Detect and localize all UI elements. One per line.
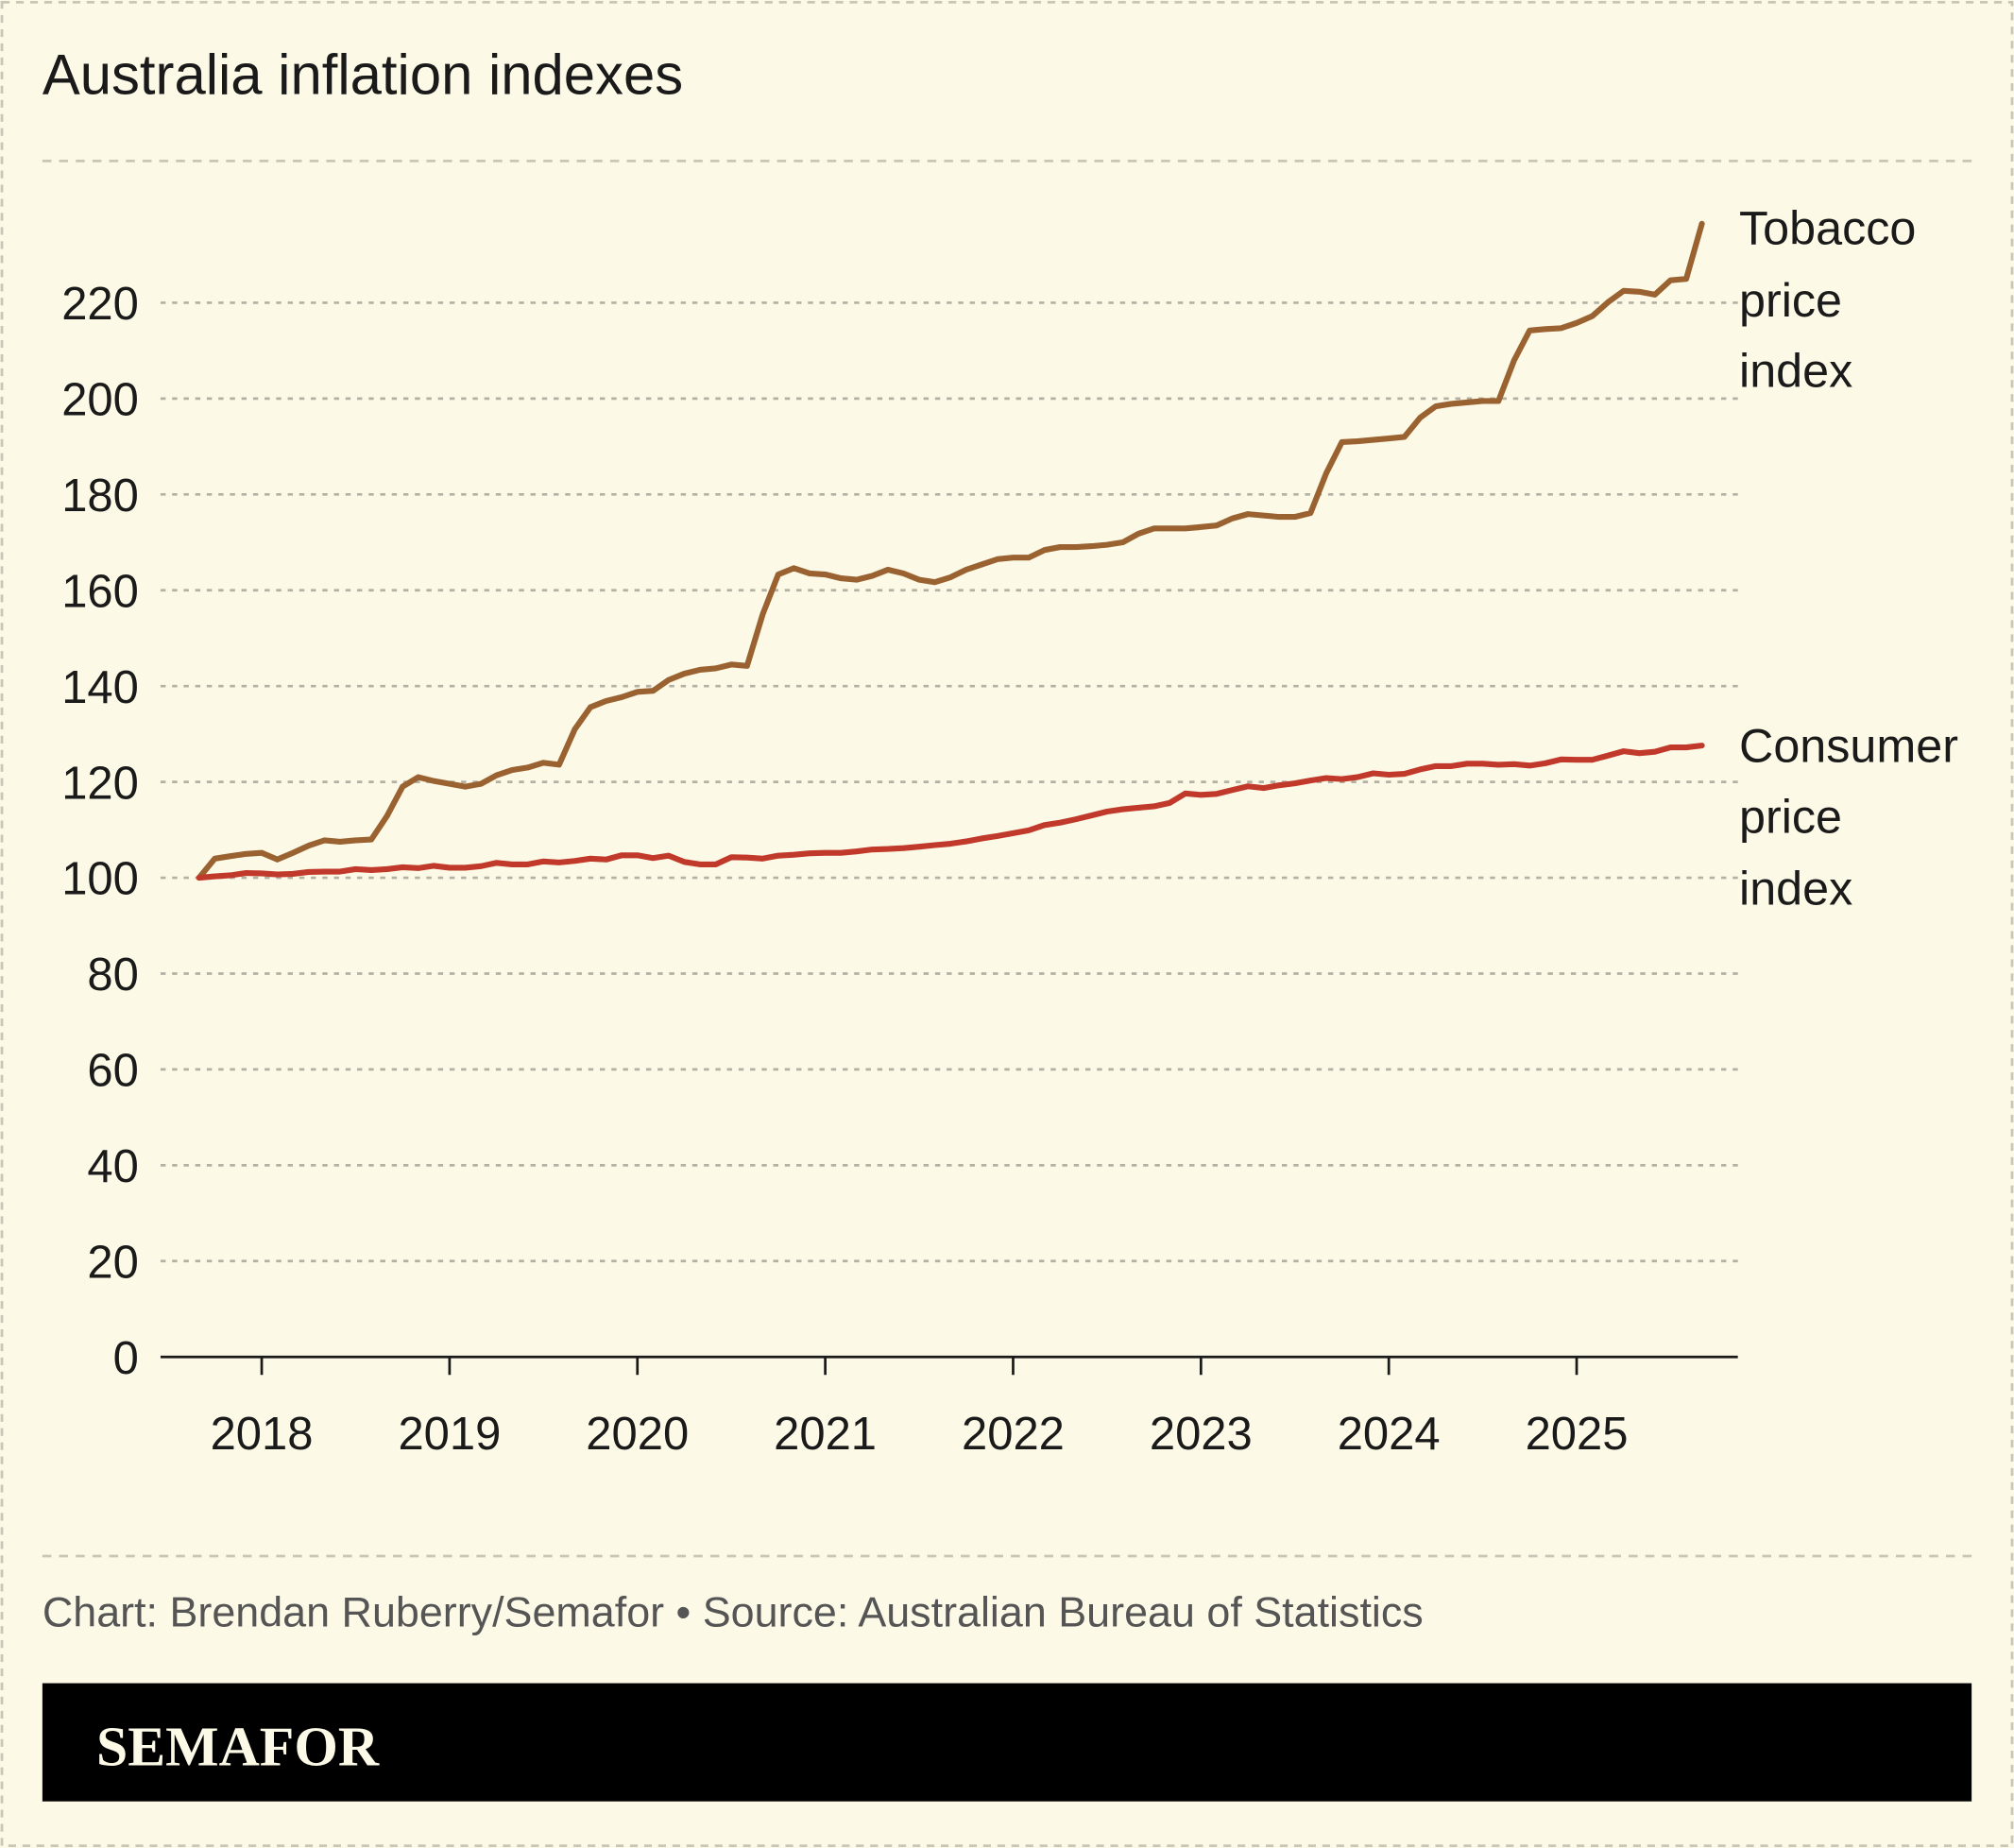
brand-bar — [42, 1683, 1972, 1802]
x-tick-label: 2021 — [774, 1409, 877, 1460]
series-label: index — [1739, 862, 1852, 915]
series-label: price — [1739, 273, 1842, 327]
y-tick-label: 180 — [61, 471, 139, 522]
grid — [160, 301, 1738, 1263]
y-tick-label: 60 — [87, 1046, 138, 1097]
series-lines — [196, 220, 1705, 881]
series-label: price — [1739, 789, 1842, 843]
y-axis: 0 20 40 60 80 100 120 140 160 180 200 220 — [61, 279, 139, 1384]
x-axis: 2018 2019 2020 2021 2022 2023 2024 2025 — [211, 1357, 1629, 1460]
x-tick-label: 2020 — [586, 1409, 689, 1460]
y-tick-label: 20 — [87, 1237, 138, 1288]
series-label: Tobacco — [1739, 201, 1916, 255]
series-label: Consumer — [1739, 719, 1958, 773]
series-line-cpi — [196, 743, 1705, 881]
y-tick-label: 220 — [61, 279, 139, 330]
y-tick-label: 200 — [61, 375, 139, 426]
y-tick-label: 40 — [87, 1141, 138, 1192]
x-tick-label: 2024 — [1338, 1409, 1441, 1460]
series-label: index — [1739, 344, 1852, 398]
credit-text: Chart: Brendan Ruberry/Semafor • Source:… — [43, 1588, 1424, 1636]
y-tick-label: 120 — [61, 758, 139, 809]
y-tick-label: 0 — [113, 1333, 139, 1384]
y-tick-label: 80 — [87, 950, 138, 1001]
x-tick-label: 2019 — [398, 1409, 501, 1460]
x-tick-label: 2022 — [962, 1409, 1065, 1460]
series-labels: Tobacco price index Consumer price index — [1739, 201, 1958, 915]
chart-title: Australia inflation indexes — [43, 43, 683, 107]
series-line-tobacco — [196, 220, 1705, 881]
y-tick-label: 160 — [61, 566, 139, 617]
x-tick-label: 2018 — [211, 1409, 314, 1460]
x-tick-label: 2025 — [1526, 1409, 1629, 1460]
semafor-logo: SEMAFOR — [96, 1716, 380, 1778]
y-tick-label: 100 — [61, 854, 139, 905]
x-tick-label: 2023 — [1150, 1409, 1253, 1460]
y-tick-label: 140 — [61, 662, 139, 713]
